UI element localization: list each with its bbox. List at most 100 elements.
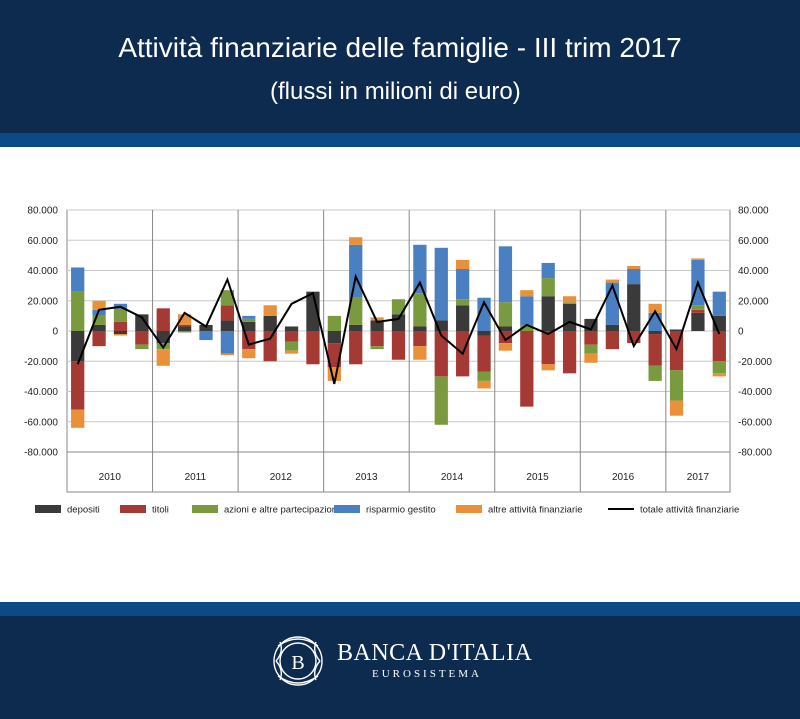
bar-segment-altre <box>220 353 235 356</box>
bar-segment-altre <box>370 317 384 321</box>
bar-segment-titoli <box>306 331 320 365</box>
bar-segment-altre <box>92 300 106 310</box>
legend-label: altre attività finanziarie <box>488 505 583 516</box>
bar-segment-depositi <box>177 326 192 331</box>
bar-segment-depositi <box>71 331 85 362</box>
bar-segment-depositi <box>498 326 513 331</box>
bar-segment-depositi <box>135 314 149 331</box>
legend-label: totale attività finanziarie <box>640 505 739 516</box>
total-line <box>76 273 721 385</box>
bar-segment-azioni <box>691 305 705 310</box>
bar-segment-depositi <box>327 331 341 344</box>
x-tick-label: 2017 <box>687 472 710 483</box>
bar-segment-azioni <box>220 290 235 306</box>
bar-segment-altre <box>71 409 85 428</box>
legend-swatch <box>192 505 218 513</box>
bar-segment-titoli <box>156 308 170 331</box>
bar-segment-azioni <box>135 344 149 350</box>
bar-segment-altre <box>413 346 427 360</box>
footer-banner <box>0 616 800 719</box>
bar-segment-azioni <box>391 299 406 315</box>
bar-segment-altre <box>562 296 577 303</box>
x-tick-label: 2015 <box>526 472 549 483</box>
chart-axes: 2010 2011 2012 2013 2014 2015 2016 2017 80.000 60… <box>24 206 772 484</box>
bar-segment-depositi <box>370 320 384 331</box>
bar-segment-depositi <box>242 321 256 331</box>
bar-segment-titoli <box>712 331 726 362</box>
bar-segment-titoli <box>135 331 149 345</box>
svg-text:B: B <box>291 652 304 674</box>
bar-segment-altre <box>263 305 277 316</box>
bar-segment-azioni <box>177 331 192 333</box>
bar-segment-risparmio <box>627 268 641 285</box>
bar-segment-titoli <box>541 331 555 365</box>
chart-legend: depositi titoli azioni e altre partecipazi… <box>35 505 739 516</box>
bar-segment-depositi <box>691 312 705 331</box>
x-tick-label: 2013 <box>355 472 378 483</box>
bar-segment-azioni <box>498 302 513 327</box>
bar-segment-risparmio <box>712 291 726 316</box>
bar-segment-titoli <box>263 331 277 362</box>
bar-segment-altre <box>648 303 662 313</box>
stacked-bar-chart: 2010 2011 2012 2013 2014 2015 2016 2017 80.000 60… <box>24 206 772 516</box>
header-banner: Attività finanziarie delle famiglie - II… <box>0 0 800 133</box>
bar-segment-risparmio <box>413 244 427 294</box>
bar-segment-risparmio <box>349 244 363 298</box>
bar-segment-risparmio <box>648 312 662 331</box>
y-tick-label-right: -40.000 <box>738 387 772 398</box>
bar-segment-risparmio <box>520 296 534 325</box>
y-tick-label-left: -80.000 <box>24 448 58 459</box>
bar-segment-risparmio <box>434 247 448 321</box>
bar-segment-azioni <box>584 344 598 354</box>
bar-segment-depositi <box>562 303 577 331</box>
y-tick-label-left: 60.000 <box>27 236 58 247</box>
bar-segment-risparmio <box>220 331 235 354</box>
bar-segment-titoli <box>177 324 192 327</box>
bar-segment-azioni <box>71 291 85 331</box>
bar-segment-depositi <box>413 326 427 331</box>
bank-name: BANCA D'ITALIA <box>337 640 533 666</box>
bar-segment-depositi <box>306 291 320 331</box>
bar-segment-azioni <box>242 318 256 322</box>
bar-segment-altre <box>113 334 128 336</box>
footer-stripe <box>0 602 800 616</box>
y-tick-label-right: 20.000 <box>738 296 769 307</box>
bar-segment-titoli <box>562 331 577 374</box>
page-title: Attività finanziarie delle famiglie - II… <box>118 32 682 63</box>
chart-total-line <box>76 273 721 385</box>
bar-segment-azioni <box>541 278 555 297</box>
bar-segment-titoli <box>648 334 662 366</box>
bar-segment-depositi <box>391 314 406 331</box>
bar-segment-azioni <box>477 371 491 381</box>
bar-segment-depositi <box>456 305 470 331</box>
y-tick-label-right: -20.000 <box>738 357 772 368</box>
bar-segment-altre <box>284 350 299 354</box>
bar-segment-azioni <box>349 297 363 325</box>
bar-segment-azioni <box>669 370 684 401</box>
bar-segment-depositi <box>284 326 299 331</box>
bar-segment-depositi <box>477 331 491 336</box>
bar-segment-depositi <box>113 331 128 335</box>
y-tick-label-left: -20.000 <box>24 357 58 368</box>
y-tick-label-left: 0 <box>52 327 58 338</box>
bar-segment-azioni <box>413 293 427 327</box>
bar-segment-risparmio <box>477 297 491 331</box>
bar-segment-titoli <box>349 331 363 365</box>
bar-segment-risparmio <box>71 267 85 292</box>
x-tick-label: 2011 <box>185 472 207 483</box>
bar-segment-titoli <box>113 321 128 331</box>
bar-segment-altre <box>177 314 192 325</box>
legend-label: titoli <box>152 505 169 516</box>
bar-segment-depositi <box>263 315 277 331</box>
bar-segment-azioni <box>562 302 577 304</box>
bar-segment-altre <box>242 349 256 359</box>
bar-segment-altre <box>691 258 705 260</box>
legend-label: depositi <box>67 505 100 516</box>
x-tick-label: 2016 <box>612 472 635 483</box>
bar-segment-depositi <box>156 331 170 344</box>
y-tick-label-left: 80.000 <box>27 206 58 217</box>
bar-segment-titoli <box>92 331 106 347</box>
bar-segment-risparmio <box>456 268 470 300</box>
bar-segment-titoli <box>370 331 384 347</box>
bar-segment-altre <box>156 349 170 366</box>
